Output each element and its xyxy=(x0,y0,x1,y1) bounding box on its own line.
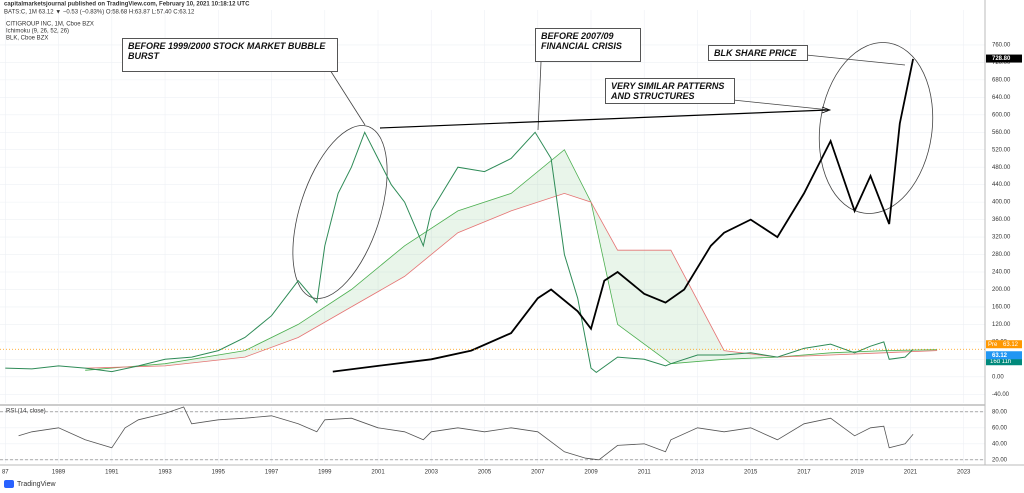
series-line xyxy=(18,406,914,461)
x-tick-label: 1997 xyxy=(265,470,279,476)
y-tick-label: 400.00 xyxy=(992,200,1011,206)
callout: VERY SIMILAR PATTERNS AND STRUCTURES xyxy=(605,78,735,104)
y-tick-label: 480.00 xyxy=(992,165,1011,171)
x-tick-label: 2003 xyxy=(425,470,439,476)
ichimoku-span-b xyxy=(85,192,938,369)
y-tick-label: 560.00 xyxy=(992,130,1011,136)
x-tick-label: 2023 xyxy=(957,470,971,476)
y-tick-label: 760.00 xyxy=(992,43,1011,49)
y-tick-label: 520.00 xyxy=(992,147,1011,153)
y-tick-label: 200.00 xyxy=(992,287,1011,293)
arrow-head xyxy=(821,106,832,114)
legend-entry: CITIGROUP INC, 1M, Cboe BZX xyxy=(6,22,94,28)
series-line xyxy=(332,58,914,373)
x-tick-label: 2013 xyxy=(691,470,705,476)
callout-line xyxy=(537,61,542,131)
y-tick-label: 40.00 xyxy=(992,441,1008,447)
countdown-tag xyxy=(986,357,1022,366)
callout-line xyxy=(732,99,831,111)
x-tick-label: 2021 xyxy=(904,470,918,476)
callout-line xyxy=(805,54,906,66)
x-tick-label: 2001 xyxy=(371,470,385,476)
price-tag xyxy=(986,351,1022,360)
x-tick-label: 2005 xyxy=(478,470,492,476)
pre-label: Pre xyxy=(988,342,998,348)
price-tag-label: 728.80 xyxy=(992,56,1011,62)
x-tick-label: 87 xyxy=(2,470,9,476)
publisher: capitalmarketsjournal published on Tradi… xyxy=(4,2,250,8)
x-tick-label: 2007 xyxy=(531,470,545,476)
y-tick-label: 60.00 xyxy=(992,425,1008,431)
y-tick-label: 120.00 xyxy=(992,322,1011,328)
annotation-shapes xyxy=(292,42,934,299)
y-tick-label: 720.00 xyxy=(992,60,1011,66)
tv-logo xyxy=(4,480,14,488)
y-tick-label: 320.00 xyxy=(992,235,1011,241)
x-tick-label: 1989 xyxy=(52,470,66,476)
ellipse xyxy=(818,42,934,214)
x-tick-label: 1995 xyxy=(212,470,226,476)
x-tick-label: 2009 xyxy=(584,470,598,476)
x-tick-label: 2017 xyxy=(797,470,811,476)
x-tick-label: 1999 xyxy=(318,470,332,476)
callout: BEFORE 2007/09 FINANCIAL CRISIS xyxy=(535,28,641,62)
y-tick-label: 0.00 xyxy=(992,374,1004,380)
pre-tag xyxy=(986,340,1022,349)
y-tick-label: 440.00 xyxy=(992,182,1011,188)
y-tick-label: 360.00 xyxy=(992,217,1011,223)
y-tick-label: 640.00 xyxy=(992,95,1011,101)
y-tick-label: 280.00 xyxy=(992,252,1011,258)
footer: TradingView xyxy=(17,481,56,488)
ichimoku-span-a xyxy=(85,149,938,371)
callout: BEFORE 1999/2000 STOCK MARKET BUBBLE BUR… xyxy=(122,38,338,72)
callout-line xyxy=(329,69,366,126)
x-tick-label: 1991 xyxy=(105,470,119,476)
callout: BLK SHARE PRICE xyxy=(708,45,808,61)
y-tick-label: 20.00 xyxy=(992,457,1008,463)
y-tick-label: -40.00 xyxy=(992,392,1010,398)
series-line xyxy=(5,131,914,374)
price-tag xyxy=(986,54,1022,63)
arrow xyxy=(379,109,829,129)
y-tick-label: 680.00 xyxy=(992,77,1011,83)
legend-entry: Ichimoku (9, 26, 52, 26) xyxy=(6,29,69,35)
x-tick-label: 2019 xyxy=(851,470,865,476)
price-tag-label: 63.12 xyxy=(992,353,1008,359)
ichimoku-cloud xyxy=(85,149,938,371)
y-tick-label: 240.00 xyxy=(992,270,1011,276)
pre-value: 63.12 xyxy=(1003,342,1019,348)
x-tick-label: 1993 xyxy=(158,470,172,476)
x-tick-label: 2015 xyxy=(744,470,758,476)
y-tick-label: 80.00 xyxy=(992,409,1008,415)
x-tick-label: 2011 xyxy=(638,470,652,476)
legend-entry: BLK, Cboe BZX xyxy=(6,36,48,42)
symbol-line: BATS:C, 1M 63.12 ▼ −0.53 (−0.83%) O:58.6… xyxy=(4,10,195,16)
y-tick-label: 160.00 xyxy=(992,305,1011,311)
countdown: 16d 11h xyxy=(990,359,1011,365)
y-tick-label: 600.00 xyxy=(992,112,1011,118)
